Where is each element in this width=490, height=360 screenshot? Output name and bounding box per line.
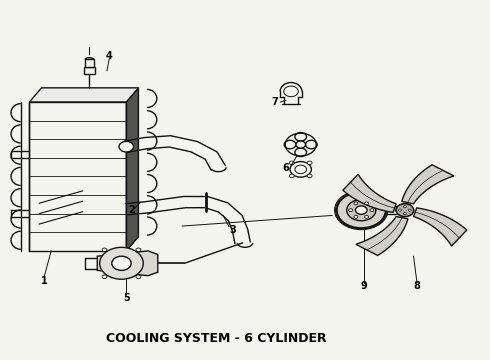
Circle shape — [102, 275, 107, 279]
Circle shape — [290, 162, 311, 177]
Circle shape — [365, 202, 368, 205]
Text: 7: 7 — [271, 97, 278, 107]
Circle shape — [354, 202, 358, 205]
Text: 8: 8 — [414, 281, 420, 291]
Circle shape — [337, 192, 386, 228]
Circle shape — [112, 256, 131, 270]
Polygon shape — [97, 251, 158, 276]
Text: 5: 5 — [123, 293, 130, 303]
Circle shape — [349, 209, 352, 212]
Circle shape — [102, 248, 107, 252]
Circle shape — [306, 140, 317, 149]
Bar — [85, 59, 94, 67]
Text: 6: 6 — [283, 163, 290, 172]
Text: 4: 4 — [106, 51, 113, 61]
Circle shape — [403, 213, 406, 215]
Circle shape — [136, 275, 141, 279]
Bar — [84, 67, 96, 74]
Circle shape — [403, 206, 406, 208]
Circle shape — [396, 204, 414, 216]
Circle shape — [307, 161, 312, 165]
Polygon shape — [29, 88, 138, 102]
Circle shape — [290, 161, 294, 165]
Circle shape — [295, 132, 307, 141]
Text: 9: 9 — [360, 281, 367, 291]
Polygon shape — [402, 165, 454, 204]
Polygon shape — [356, 216, 408, 256]
Polygon shape — [414, 208, 467, 246]
Circle shape — [396, 204, 414, 216]
Circle shape — [290, 174, 294, 177]
Circle shape — [347, 199, 376, 221]
Text: COOLING SYSTEM - 6 CYLINDER: COOLING SYSTEM - 6 CYLINDER — [106, 332, 326, 345]
Text: 2: 2 — [128, 205, 135, 215]
Circle shape — [296, 141, 306, 148]
Circle shape — [398, 209, 401, 211]
Circle shape — [365, 216, 368, 218]
Circle shape — [354, 216, 358, 218]
Circle shape — [370, 209, 374, 212]
Circle shape — [284, 140, 296, 149]
Circle shape — [355, 206, 367, 215]
Circle shape — [136, 248, 141, 252]
Circle shape — [408, 209, 411, 211]
Circle shape — [99, 247, 143, 279]
Polygon shape — [343, 174, 396, 212]
Polygon shape — [126, 88, 138, 251]
Text: 3: 3 — [229, 225, 236, 235]
Text: 1: 1 — [41, 276, 48, 286]
Circle shape — [307, 174, 312, 177]
Circle shape — [119, 141, 134, 152]
Circle shape — [295, 148, 307, 157]
